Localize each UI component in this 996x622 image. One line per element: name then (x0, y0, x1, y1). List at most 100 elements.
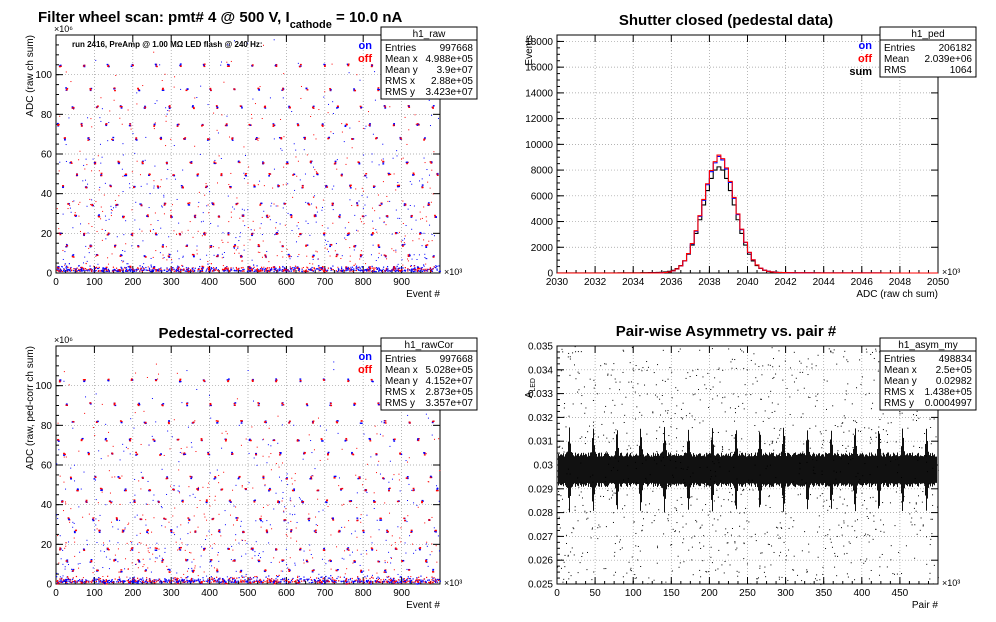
scatter-point (131, 581, 133, 583)
scatter-point (297, 439, 300, 442)
scatter-point (173, 419, 175, 421)
scatter-point (166, 178, 168, 180)
scatter-point (97, 270, 99, 272)
scatter-point (141, 161, 144, 163)
scatter-point (230, 559, 232, 561)
scatter-point (327, 227, 329, 229)
scatter-point (406, 568, 408, 570)
scatter-point (325, 269, 327, 271)
scatter-point (428, 240, 430, 242)
scatter-point (236, 577, 238, 579)
scatter-point (166, 268, 168, 270)
scatter-point (323, 96, 325, 98)
scatter-point (134, 516, 136, 518)
scatter-point (70, 568, 72, 570)
scatter-point (139, 270, 141, 272)
scatter-point (277, 185, 280, 188)
scatter-point (390, 579, 392, 581)
scatter-point (96, 266, 98, 269)
scatter-point (420, 579, 422, 581)
scatter-point (97, 155, 99, 157)
scatter-point (99, 580, 101, 583)
scatter-point (411, 543, 413, 545)
scatter-point (129, 270, 132, 272)
x-axis-label: Event # (406, 289, 440, 300)
scatter-point (385, 269, 388, 271)
scatter-point (160, 269, 163, 271)
scatter-point (227, 267, 229, 269)
scatter-point (438, 438, 440, 440)
scatter-point (130, 418, 132, 420)
scatter-point (337, 576, 339, 578)
scatter-point (168, 253, 171, 256)
scatter-point (283, 73, 285, 75)
scatter-point (414, 267, 416, 269)
scatter-point (142, 577, 144, 579)
scatter-point (408, 106, 411, 109)
scatter-point (230, 216, 232, 218)
scatter-point (253, 457, 255, 459)
scatter-point (249, 577, 251, 579)
scatter-point (271, 268, 273, 270)
scatter-point (168, 569, 171, 571)
scatter-point (221, 114, 223, 116)
scatter-point (222, 265, 224, 267)
scatter-point (264, 269, 266, 271)
scatter-point (429, 554, 431, 556)
scatter-point (423, 139, 425, 141)
scatter-point (299, 578, 302, 580)
x-tick-label: 200 (124, 277, 141, 288)
scatter-point (222, 241, 224, 243)
scatter-point (72, 421, 75, 423)
scatter-point (404, 270, 407, 272)
scatter-point (281, 560, 284, 562)
scatter-point (182, 187, 184, 189)
scatter-point (196, 488, 198, 490)
scatter-point (135, 579, 137, 581)
scatter-point (96, 267, 99, 270)
scatter-point (170, 530, 173, 532)
scatter-point (60, 581, 62, 583)
scatter-point (179, 233, 182, 236)
scatter-point (74, 212, 76, 214)
scatter-point (149, 269, 151, 271)
scatter-point (102, 270, 104, 273)
scatter-point (162, 254, 164, 256)
scatter-point (416, 270, 419, 272)
scatter-point (112, 445, 114, 447)
scatter-point (190, 476, 193, 478)
scatter-point (374, 99, 376, 101)
scatter-point (194, 420, 196, 422)
scatter-point (263, 579, 265, 581)
scatter-point (160, 137, 163, 140)
scatter-point (248, 579, 250, 581)
scatter-point (348, 221, 350, 223)
scatter-point (153, 51, 155, 53)
scatter-point (224, 582, 227, 584)
scatter-point (318, 109, 320, 111)
scatter-point (221, 269, 224, 271)
scatter-point (76, 580, 78, 582)
scatter-point (65, 503, 67, 505)
scatter-point (208, 577, 210, 580)
scatter-point (343, 141, 345, 143)
y-axis-exponent: ×10⁶ (54, 24, 73, 34)
scatter-point (94, 479, 96, 481)
scatter-point (384, 562, 386, 564)
scatter-point (179, 492, 181, 494)
scatter-point (258, 402, 261, 405)
scatter-point (349, 554, 351, 556)
scatter-point (313, 530, 316, 532)
scatter-point (154, 63, 157, 66)
scatter-point (402, 264, 404, 266)
scatter-point (196, 507, 198, 509)
scatter-point (240, 520, 242, 522)
scatter-point (358, 582, 360, 584)
scatter-point (88, 138, 91, 141)
scatter-point (80, 125, 83, 127)
scatter-point (362, 372, 364, 374)
scatter-point (227, 232, 230, 234)
scatter-point (93, 270, 95, 272)
scatter-point (138, 579, 140, 581)
scatter-point (230, 269, 233, 271)
